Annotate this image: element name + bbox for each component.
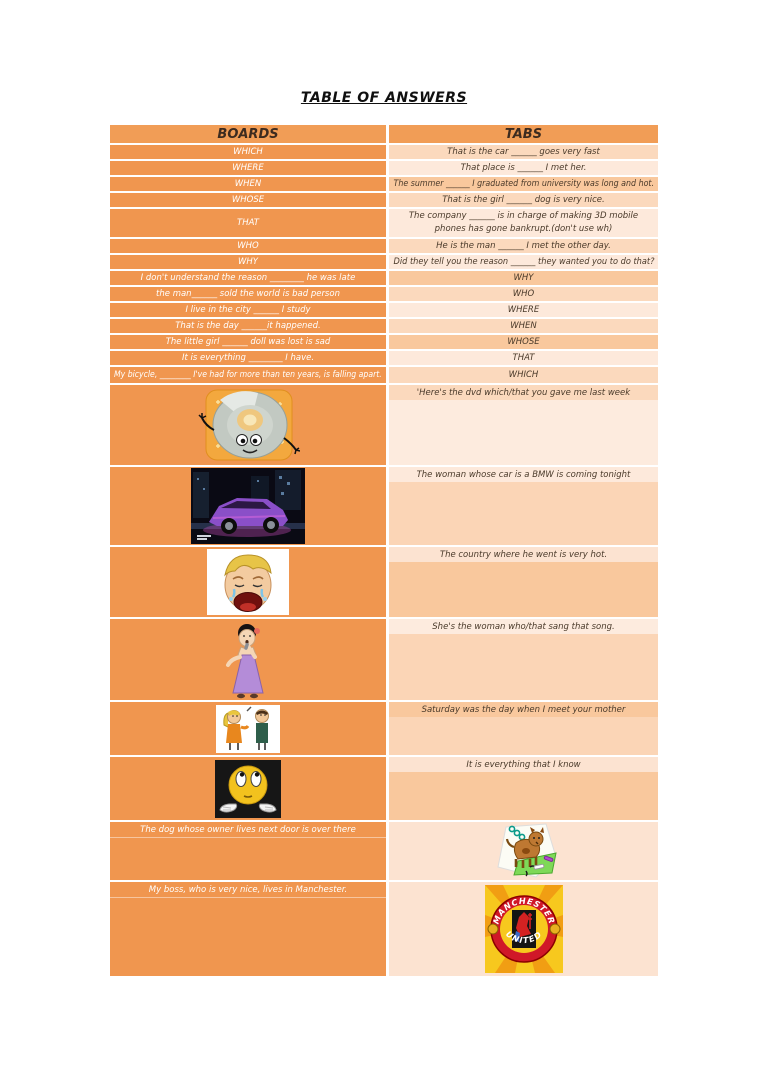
svg-text:UNITED: UNITED [503,929,543,945]
table-row: The woman whose car is a BMW is coming t… [110,467,658,545]
crying-child-image [207,549,289,615]
table-row: THAT The company ______ is in charge of … [110,209,658,237]
dog-with-chain-image [486,823,562,879]
table-row: WHEN The summer ______ I graduated from … [110,177,658,191]
table-row: Saturday was the day when I meet your mo… [110,702,658,755]
header-boards: BOARDS [110,125,386,143]
table-row: The dog whose owner lives next door is o… [110,822,658,880]
table-row: I don't understand the reason ________ h… [110,271,658,285]
table-row: That is the day ______it happened. WHEN [110,319,658,333]
table-row: It is everything that I know [110,757,658,820]
table-row: the man______ sold the world is bad pers… [110,287,658,301]
table-row: The country where he went is very hot. [110,547,658,617]
page-title: TABLE OF ANSWERS [300,90,468,106]
header-tabs: TABS [389,125,658,143]
table-row: WHOSE That is the girl ______ dog is ver… [110,193,658,207]
table-row: My bicycle, ________ I've had for more t… [110,367,658,383]
table-header-row: BOARDS TABS [110,125,658,143]
table-row: It is everything ________ I have. THAT [110,351,658,365]
thinking-emoji-image [215,759,281,818]
car-night-image [191,468,305,544]
table-row: WHICH That is the car ______ goes very f… [110,145,658,159]
table-row: She's the woman who/that sang that song. [110,619,658,700]
table-row: My boss, who is very nice, lives in Manc… [110,882,658,976]
table-row: WHERE That place is ______ I met her. [110,161,658,175]
singer-woman-image [219,621,277,699]
manchester-united-crest: MANCHESTER UNITED [484,885,563,973]
two-people-talking-image [216,704,280,753]
table-row: WHO He is the man ______ I met the other… [110,239,658,253]
table-row: I live in the city ______ I study WHERE [110,303,658,317]
table-row: 'Here's the dvd which/that you gave me l… [110,385,658,465]
answers-table: BOARDS TABS WHICH That is the car ______… [110,125,658,976]
cd-cartoon-image [196,388,300,462]
table-row: WHY Did they tell you the reason ______ … [110,255,658,269]
table-row: The little girl ______ doll was lost is … [110,335,658,349]
